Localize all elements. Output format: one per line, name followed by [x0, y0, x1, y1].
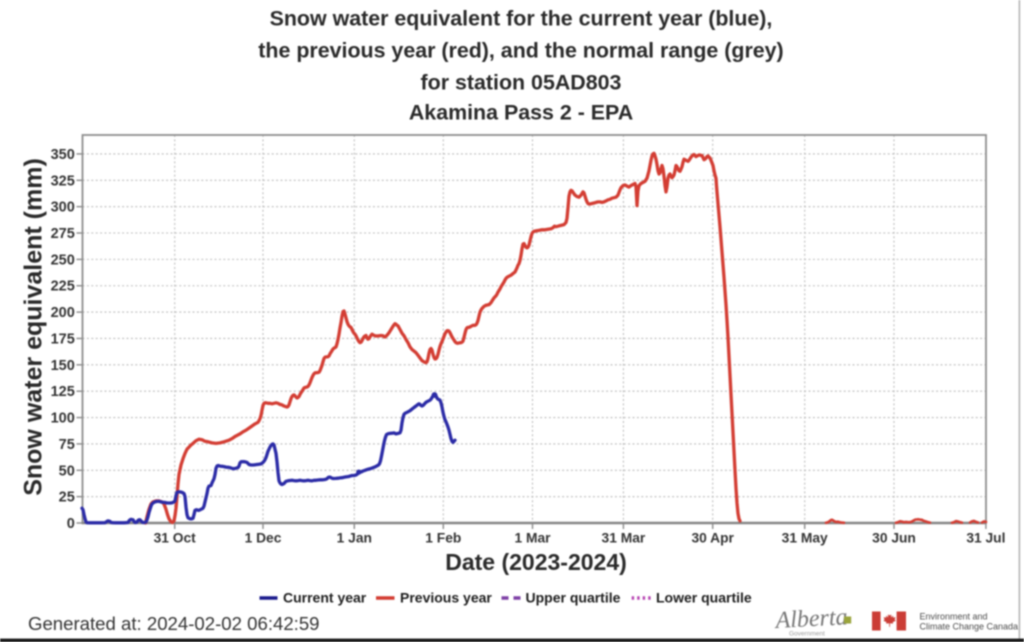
svg-text:300: 300: [51, 200, 75, 216]
svg-text:Government: Government: [789, 631, 825, 638]
svg-text:31 May: 31 May: [782, 531, 828, 546]
svg-text:275: 275: [51, 226, 75, 242]
svg-text:Snow water equivalent (mm): Snow water equivalent (mm): [20, 158, 48, 496]
svg-text:0: 0: [67, 516, 75, 532]
svg-text:25: 25: [59, 490, 75, 506]
svg-text:100: 100: [51, 411, 75, 427]
svg-text:Generated at: 2024-02-02 06:42: Generated at: 2024-02-02 06:42:59: [28, 613, 320, 634]
svg-text:Previous year: Previous year: [400, 590, 492, 606]
svg-text:Alberta: Alberta: [773, 604, 848, 634]
svg-text:225: 225: [51, 279, 75, 295]
svg-text:for station 05AD803: for station 05AD803: [421, 71, 622, 95]
svg-text:Climate Change Canada: Climate Change Canada: [920, 622, 1019, 632]
svg-text:125: 125: [51, 384, 75, 400]
svg-text:Snow water equivalent for the: Snow water equivalent for the current ye…: [270, 7, 773, 31]
svg-text:Current year: Current year: [283, 590, 367, 606]
svg-text:Akamina Pass 2 - EPA: Akamina Pass 2 - EPA: [409, 101, 633, 125]
svg-text:350: 350: [51, 147, 75, 163]
svg-text:Date (2023-2024): Date (2023-2024): [445, 549, 627, 575]
svg-text:325: 325: [51, 173, 75, 189]
svg-text:150: 150: [51, 358, 75, 374]
svg-text:1 Jan: 1 Jan: [337, 531, 372, 546]
svg-text:200: 200: [51, 305, 75, 321]
svg-text:the previous year (red), and t: the previous year (red), and the normal …: [258, 39, 783, 63]
svg-text:1 Mar: 1 Mar: [514, 531, 551, 546]
svg-text:30 Jun: 30 Jun: [872, 531, 916, 546]
svg-text:Upper quartile: Upper quartile: [526, 590, 621, 606]
svg-text:250: 250: [51, 252, 75, 268]
svg-text:75: 75: [59, 437, 75, 453]
svg-text:175: 175: [51, 332, 75, 348]
svg-text:Environment and: Environment and: [920, 612, 988, 622]
svg-text:1 Dec: 1 Dec: [245, 531, 282, 546]
svg-text:31 Oct: 31 Oct: [154, 531, 197, 546]
svg-text:30 Apr: 30 Apr: [691, 531, 734, 546]
svg-text:31 Jul: 31 Jul: [966, 531, 1005, 546]
svg-text:50: 50: [59, 463, 75, 479]
svg-text:31 Mar: 31 Mar: [602, 531, 646, 546]
svg-text:Lower quartile: Lower quartile: [656, 590, 752, 606]
svg-text:1 Feb: 1 Feb: [425, 531, 461, 546]
